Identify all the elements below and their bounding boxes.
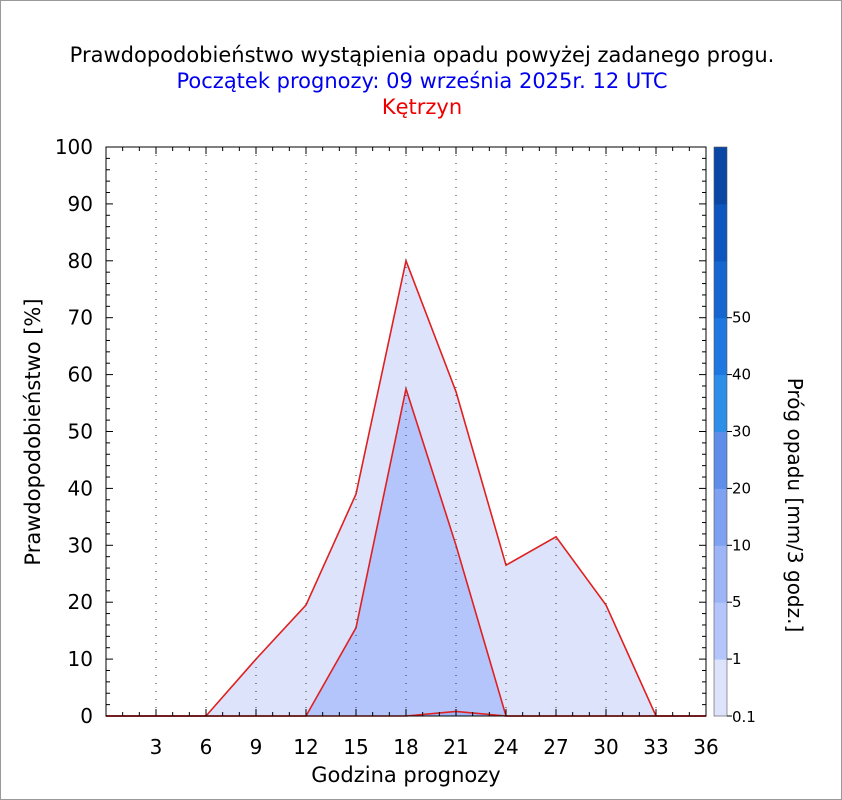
y-tick-label-80: 80 <box>68 249 93 273</box>
colorbar-tick-label-0.1: 0.1 <box>732 708 756 726</box>
chart-title: Prawdopodobieństwo wystąpienia opadu pow… <box>69 43 775 67</box>
x-tick-label-18: 18 <box>393 735 418 759</box>
x-tick-label-30: 30 <box>593 735 618 759</box>
colorbar-tick-labels: 0.1 1 5 10 20 30 40 50 <box>727 309 756 726</box>
forecast-start-subtitle: Początek prognozy: 09 września 2025r. 12… <box>176 69 668 93</box>
colorbar-tick-label-5: 5 <box>732 593 742 611</box>
x-tick-label-21: 21 <box>443 735 468 759</box>
colorbar-tick-label-30: 30 <box>732 423 751 441</box>
colorbar-segment <box>714 545 727 603</box>
y-tick-label-40: 40 <box>68 476 93 500</box>
colorbar-tick-label-50: 50 <box>732 309 751 327</box>
y-tick-label-50: 50 <box>68 420 93 444</box>
colorbar-segment <box>714 659 727 717</box>
y-tick-labels: 0 10 20 30 40 50 60 70 80 90 100 <box>55 135 93 728</box>
y-tick-label-20: 20 <box>68 590 93 614</box>
colorbar-tick-label-10: 10 <box>732 536 751 554</box>
area-fill-threshold-1 <box>106 388 706 716</box>
colorbar-tick-label-20: 20 <box>732 479 751 497</box>
probability-areas <box>106 257 706 717</box>
colorbar-segment <box>714 488 727 546</box>
colorbar-tick-label-40: 40 <box>732 366 751 384</box>
x-tick-label-9: 9 <box>250 735 263 759</box>
y-tick-label-90: 90 <box>68 192 93 216</box>
x-tick-label-12: 12 <box>293 735 318 759</box>
x-tick-label-27: 27 <box>543 735 568 759</box>
axis-ticks <box>105 146 707 717</box>
x-tick-label-33: 33 <box>643 735 668 759</box>
x-tick-labels: 3 6 9 12 15 18 21 24 27 30 33 36 <box>150 735 719 759</box>
colorbar-segment <box>714 203 727 262</box>
y-axis-label: Prawdopodobieństwo [%] <box>21 298 45 565</box>
colorbar-tick-label-1: 1 <box>732 650 742 668</box>
colorbar-segment <box>714 260 727 319</box>
x-tick-label-3: 3 <box>150 735 163 759</box>
y-tick-label-10: 10 <box>68 647 93 671</box>
colorbar-segment <box>714 602 727 660</box>
y-tick-label-0: 0 <box>80 704 93 728</box>
x-tick-label-6: 6 <box>200 735 213 759</box>
colorbar <box>713 146 728 717</box>
colorbar-segment <box>714 431 727 489</box>
y-tick-label-100: 100 <box>55 135 93 159</box>
colorbar-label: Próg opadu [mm/3 godz.] <box>783 378 807 633</box>
colorbar-segment <box>714 317 727 376</box>
y-tick-label-30: 30 <box>68 533 93 557</box>
colorbar-segment <box>714 147 727 205</box>
x-tick-label-15: 15 <box>343 735 368 759</box>
x-tick-label-36: 36 <box>693 735 718 759</box>
colorbar-segment <box>714 374 727 432</box>
x-tick-label-24: 24 <box>493 735 518 759</box>
location-name: Kętrzyn <box>381 95 463 119</box>
y-tick-label-60: 60 <box>68 363 93 387</box>
y-tick-label-70: 70 <box>68 306 93 330</box>
x-axis-label: Godzina prognozy <box>311 763 500 787</box>
